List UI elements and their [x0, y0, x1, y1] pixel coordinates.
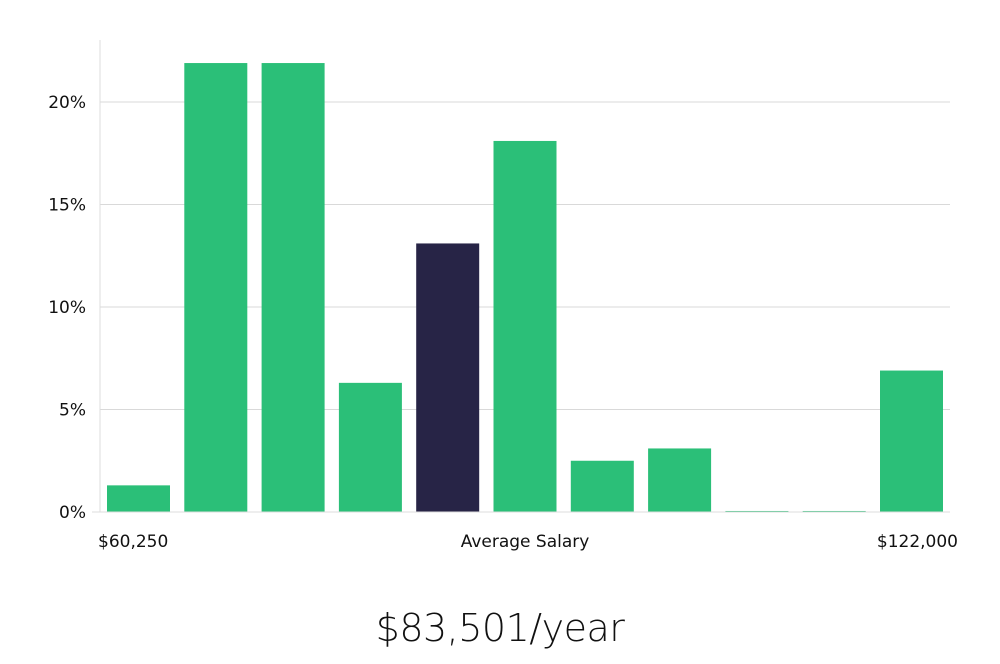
- y-tick-label: 0%: [59, 503, 86, 523]
- bar: [570, 460, 634, 512]
- bar: [261, 63, 325, 513]
- y-tick-label: 10%: [48, 298, 86, 318]
- bar: [880, 370, 943, 512]
- bar: [184, 63, 248, 513]
- y-tick-label: 5%: [59, 401, 86, 421]
- bar: [493, 140, 557, 512]
- bar: [338, 382, 402, 512]
- y-tick-label: 15%: [48, 196, 86, 216]
- bar-highlight: [416, 243, 480, 512]
- bar: [802, 510, 866, 512]
- x-max-label: $122,000: [877, 532, 958, 552]
- x-axis-title: Average Salary: [461, 532, 590, 552]
- bar: [725, 510, 789, 512]
- bar: [107, 485, 170, 512]
- x-min-label: $60,250: [98, 532, 168, 552]
- y-tick-label: 20%: [48, 93, 86, 113]
- bar: [648, 448, 712, 512]
- average-salary-value: $83,501/year: [375, 606, 625, 650]
